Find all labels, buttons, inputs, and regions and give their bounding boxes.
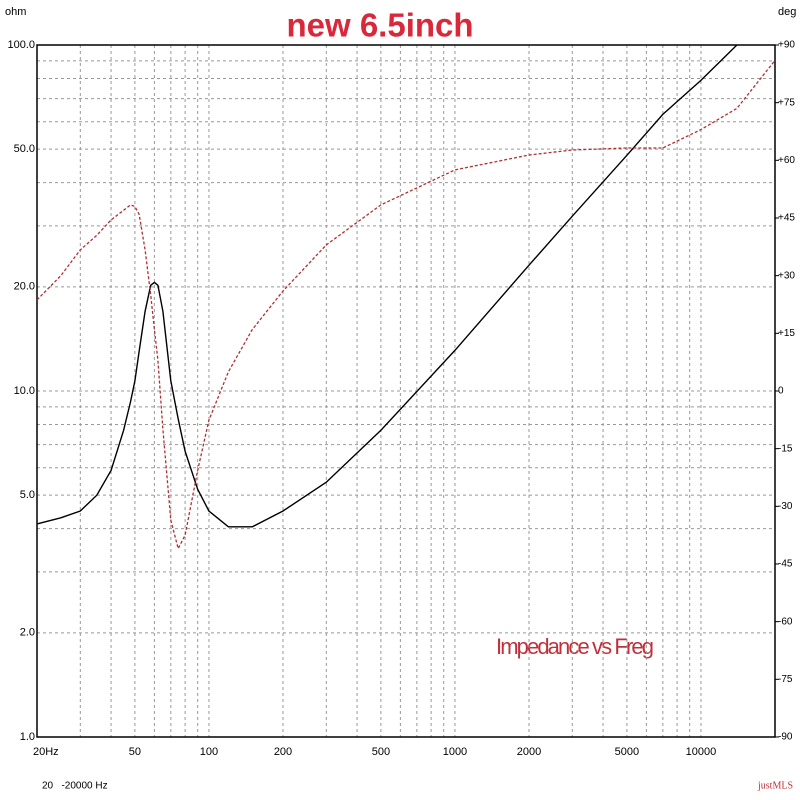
y2-tick-label: -45 [778, 559, 793, 570]
y-tick-label: 2.0 [20, 627, 35, 639]
y-tick-label: 1.0 [20, 731, 35, 743]
y-tick-label: 20.0 [14, 281, 35, 293]
footer-brand: justMLS [757, 780, 793, 791]
footer-range: 20 -20000 Hz [42, 781, 108, 792]
x-tick-label: 200 [274, 746, 292, 758]
y2-tick-label: -60 [778, 616, 793, 627]
x-tick-label: 10000 [686, 746, 717, 758]
x-tick-label: 20Hz [33, 746, 59, 758]
x-tick-label: 500 [372, 746, 390, 758]
y2-tick-label: -90 [778, 732, 793, 743]
series-line [36, 44, 738, 528]
y2-tick-label: +60 [778, 155, 795, 166]
y2-tick-label: +90 [778, 40, 795, 51]
y2-tick-label: -15 [778, 443, 793, 454]
x-tick-label: 1000 [443, 746, 467, 758]
x-tick-label: 50 [129, 746, 141, 758]
y-tick-label: 10.0 [14, 385, 35, 397]
series-line [36, 59, 776, 551]
y2-tick-label: +30 [778, 270, 795, 281]
y2-tick-label: +15 [778, 328, 795, 339]
plot-frame [36, 44, 776, 738]
x-tick-label: 100 [200, 746, 218, 758]
x-tick-label: 2000 [517, 746, 541, 758]
y2-tick-label: +45 [778, 213, 795, 224]
y2-tick-label: +75 [778, 97, 795, 108]
chart-title: new 6.5inch [286, 7, 473, 44]
y2-tick-label: 0 [778, 386, 784, 397]
y2-axis-label: deg [778, 6, 796, 18]
y-axis-label: ohm [5, 6, 26, 18]
x-tick-label: 5000 [615, 746, 639, 758]
y2-tick-label: -75 [778, 674, 793, 685]
y-tick-label: 5.0 [20, 489, 35, 501]
y2-tick-label: -30 [778, 501, 793, 512]
y-tick-label: 50.0 [14, 143, 35, 155]
y-tick-label: 100.0 [7, 39, 35, 51]
annotation: Impedance vs Freg [496, 634, 654, 659]
